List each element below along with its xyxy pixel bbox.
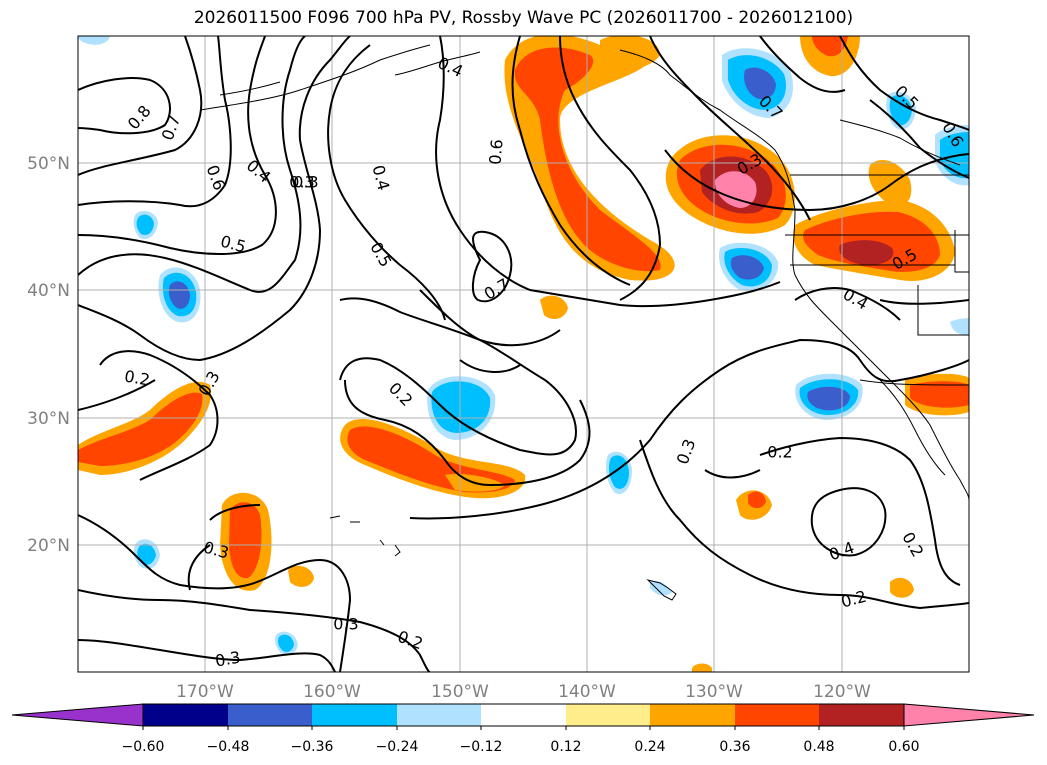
contour-label: 0.6 [203, 162, 230, 192]
contour-label: 0.2 [839, 587, 869, 612]
colorbar-swatch [397, 704, 481, 726]
contour-label: 0.4 [826, 538, 856, 565]
colorbar-ticks: −0.60 −0.48 −0.36 −0.24 −0.12 0.12 0.24 0.36 0.4… [122, 726, 920, 755]
colorbar-frame [142, 703, 905, 727]
contour-label: 0.3 [214, 647, 242, 670]
colorbar-swatch [228, 704, 312, 726]
lat-label: 20°N [27, 536, 70, 556]
lon-label: 170°W [176, 682, 234, 702]
contour-label: 0.5 [219, 232, 249, 257]
contour-label: 0.2 [395, 627, 425, 654]
contour-label: 0.5 [366, 239, 395, 271]
contour-label: 0.3 [293, 173, 318, 192]
lon-label: 150°W [431, 682, 489, 702]
map-frame [77, 35, 970, 673]
lon-label: 130°W [685, 682, 743, 702]
contour-label: 0.8 [124, 102, 155, 134]
contour-label: 0.2 [385, 379, 416, 410]
colorbar-tick-label: 0.12 [550, 739, 581, 755]
colorbar-tick-label: −0.60 [122, 739, 165, 755]
graticule [78, 36, 969, 672]
colorbar-tick-label: 0.36 [719, 739, 750, 755]
contour-label: 0.6 [485, 138, 506, 165]
colorbar-swatch [650, 704, 735, 726]
colorbar-swatch [481, 704, 566, 726]
coastlines [199, 44, 969, 601]
colorbar-tick-label: −0.12 [460, 739, 503, 755]
colorbar-tick-label: 0.48 [803, 739, 834, 755]
contour-label: 0.3 [333, 615, 358, 634]
colorbar-tick-label: −0.36 [291, 739, 334, 755]
lon-label: 120°W [813, 682, 871, 702]
latitude-labels: 50°N 40°N 30°N 20°N [27, 154, 70, 556]
lat-label: 30°N [27, 409, 70, 429]
lat-label: 50°N [27, 154, 70, 174]
colorbar-tick-label: 0.60 [888, 739, 919, 755]
colorbar-swatch [143, 704, 228, 726]
contour-label: 0.2 [767, 443, 792, 462]
colorbar-swatch [566, 704, 650, 726]
colorbar-extend-min [11, 703, 144, 727]
colorbar-extend-max [903, 703, 1035, 727]
pv-contours [78, 36, 969, 672]
contour-label: 0.4 [368, 163, 393, 193]
colorbar-swatch [312, 704, 397, 726]
colorbar-swatch [819, 704, 904, 726]
colorbar [11, 703, 1035, 727]
lon-label: 140°W [558, 682, 616, 702]
colorbar-tick-label: 0.24 [634, 739, 665, 755]
contour-label: 0.2 [898, 529, 927, 561]
colorbar-tick-label: −0.48 [207, 739, 250, 755]
lat-label: 40°N [27, 281, 70, 301]
contour-label: 0.4 [435, 53, 466, 81]
contour-label: 0.3 [289, 173, 314, 192]
map-title: 2026011500 F096 700 hPa PV, Rossby Wave … [193, 8, 854, 28]
colorbar-tick-label: −0.24 [376, 739, 419, 755]
contour-label: 0.2 [123, 366, 151, 389]
longitude-labels: 170°W 160°W 150°W 140°W 130°W 120°W [176, 682, 871, 702]
colorbar-swatch [735, 704, 819, 726]
contour-label: 0.7 [158, 112, 185, 142]
lon-label: 160°W [303, 682, 361, 702]
shading-layer [78, 36, 969, 672]
contour-label: 0.3 [673, 436, 700, 466]
